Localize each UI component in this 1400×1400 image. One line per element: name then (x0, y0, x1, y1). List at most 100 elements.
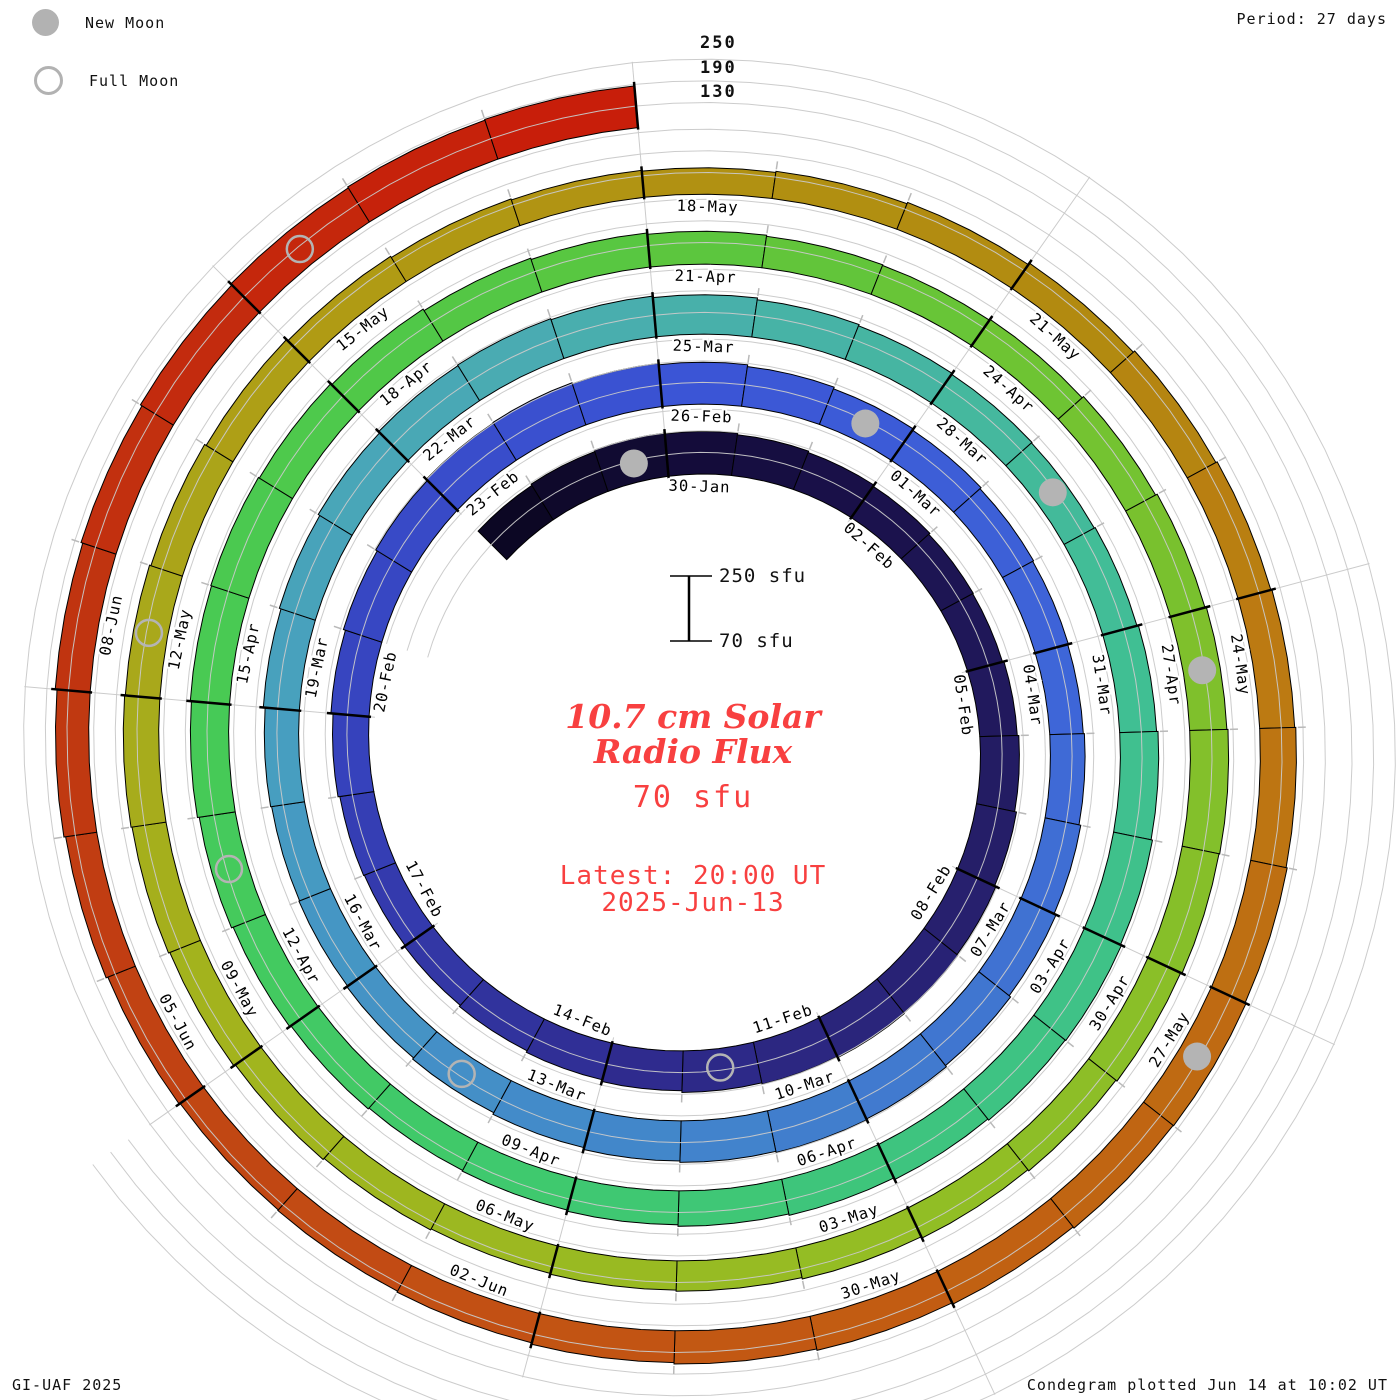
flux-day-segment (198, 811, 267, 929)
day-tick (761, 1086, 765, 1095)
day-tick (131, 398, 140, 405)
flux-day-segment (122, 694, 167, 828)
day-tick (354, 875, 363, 880)
day-tick (1033, 435, 1040, 442)
three-day-tick (1009, 259, 1033, 291)
three-day-tick (422, 475, 460, 513)
day-tick (425, 1231, 431, 1240)
legend-new-moon: New Moon (32, 9, 165, 36)
flux-day-segment (1020, 817, 1082, 915)
three-day-tick (227, 280, 262, 315)
three-day-tick (645, 228, 652, 270)
day-ticks (53, 109, 1306, 1375)
day-tick (53, 836, 62, 840)
three-day-tick (326, 711, 372, 719)
radial-scale-130: 130 (700, 82, 737, 102)
flux-day-segment (411, 1031, 512, 1114)
flux-day-segment (675, 1247, 803, 1292)
day-tick (249, 471, 258, 478)
flux-day-segment (1050, 1101, 1174, 1229)
day-tick (546, 308, 551, 318)
flux-day-segment (761, 235, 884, 295)
day-tick (520, 1053, 526, 1062)
three-day-tick (955, 866, 1001, 890)
day-tick (451, 356, 458, 364)
day-tick (480, 109, 485, 118)
flux-day-segment (492, 1079, 595, 1149)
new-moon-marker (1188, 656, 1217, 685)
day-tick (747, 354, 750, 363)
three-day-tick (651, 292, 658, 339)
day-tick (366, 544, 375, 550)
flux-day-segment (390, 198, 521, 283)
day-tick (1074, 1229, 1081, 1237)
day-tick (289, 901, 298, 906)
flux-day-segment (652, 294, 759, 338)
current-flux-value: 70 sfu (632, 780, 754, 815)
day-tick (1221, 853, 1230, 857)
day-tick (384, 247, 391, 255)
new-moon-marker (619, 449, 648, 478)
flux-day-segment (963, 1014, 1066, 1121)
three-day-tick (846, 1078, 870, 1124)
flux-day-segment (673, 1315, 818, 1365)
flux-day-segment (1006, 1058, 1117, 1172)
radial-scale-250: 250 (700, 33, 737, 53)
three-day-tick (663, 428, 670, 479)
three-day-tick (581, 1108, 596, 1154)
three-day-ticks (51, 81, 1277, 1349)
flux-day-segment (870, 264, 991, 347)
day-tick (341, 177, 348, 186)
flux-day-segment (1147, 845, 1220, 975)
day-tick (139, 561, 148, 566)
three-day-tick (1145, 955, 1187, 977)
flux-scale-bar (670, 575, 712, 642)
new-moon-marker (1038, 478, 1067, 507)
flux-day-segment (549, 1245, 678, 1291)
day-tick (456, 1172, 462, 1181)
new-moon-marker (851, 409, 880, 438)
flux-day-segment (844, 325, 953, 404)
day-tick (120, 826, 130, 830)
flux-day-segment (1083, 831, 1154, 946)
flux-day-segment (900, 533, 975, 612)
day-tick (96, 977, 105, 983)
day-tick (309, 508, 317, 515)
day-tick (788, 1217, 792, 1226)
three-day-tick (374, 427, 411, 464)
date-label: 26-Feb (670, 407, 733, 427)
date-label: 25-Mar (672, 337, 735, 357)
day-tick (507, 189, 512, 198)
day-tick (947, 1067, 954, 1076)
flux-day-segment (646, 230, 768, 269)
flux-day-segment (189, 700, 236, 819)
day-tick (989, 1121, 996, 1129)
flux-day-segment (287, 255, 407, 363)
three-day-tick (282, 335, 312, 365)
flux-day-segment (1210, 859, 1288, 1004)
three-day-tick (229, 1044, 264, 1070)
three-day-tick (342, 964, 378, 991)
day-tick (930, 526, 938, 533)
day-tick (757, 288, 760, 297)
flux-day-segment (54, 688, 98, 838)
flux-day-segment (150, 443, 234, 577)
plotted-timestamp: Condegram plotted Jun 14 at 10:02 UT (1026, 1376, 1388, 1394)
day-tick (775, 1154, 779, 1163)
flux-day-segment (1125, 493, 1206, 618)
flux-day-segment (1113, 730, 1160, 841)
radial-gridline (961, 562, 1370, 674)
three-day-tick (876, 1142, 898, 1184)
three-day-tick (849, 481, 878, 520)
three-day-tick (965, 659, 1009, 673)
day-tick (974, 587, 983, 594)
radial-gridline (816, 1012, 996, 1395)
sfu-gridline-130 (66, 101, 1353, 1400)
day-tick (71, 538, 80, 543)
radial-scale-190: 190 (700, 58, 737, 78)
new-moon-icon (32, 9, 59, 36)
three-day-tick (1100, 623, 1143, 637)
day-tick (1174, 1126, 1182, 1133)
day-tick (260, 806, 269, 809)
